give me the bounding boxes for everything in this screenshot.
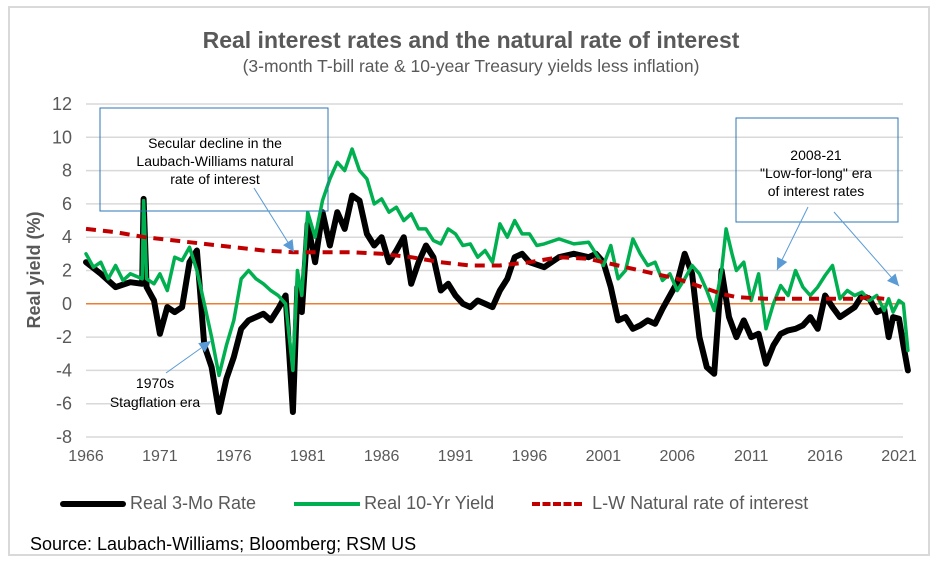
chart-frame [8, 6, 930, 556]
x-tick-label: 1991 [438, 448, 474, 465]
arrowhead-icon [283, 239, 294, 252]
annotation-text: Laubach-Williams natural [136, 153, 293, 169]
series-group [83, 147, 911, 415]
x-tick-label: 2006 [659, 448, 695, 465]
y-tick-label: 6 [62, 194, 72, 214]
series-line-real-10-yr-yield [84, 147, 910, 378]
x-tick-label: 1981 [290, 448, 326, 465]
legend-item-lw: L-W Natural rate of interest [532, 493, 808, 514]
y-tick-labels: -8 -6 -4 -2 0 2 4 6 8 10 12 [52, 94, 72, 447]
annotation-arrow [253, 187, 295, 253]
annotation-box-secular [99, 107, 329, 212]
y-tick-label: 10 [52, 127, 72, 147]
legend-swatch-green [294, 501, 361, 506]
y-tick-label: 12 [52, 94, 72, 114]
chart-subtitle: (3-month T-bill rate & 10-year Treasury … [242, 56, 700, 76]
legend-item-10yr: Real 10-Yr Yield [294, 493, 494, 514]
annotations: Secular decline in the Laubach-Williams n… [99, 107, 900, 410]
source-note: Source: Laubach-Williams; Bloomberg; RSM… [30, 534, 417, 554]
chart-title: Real interest rates and the natural rate… [202, 27, 740, 53]
annotation-arrow [833, 211, 900, 287]
y-tick-label: -2 [56, 327, 72, 347]
x-tick-label: 1966 [68, 448, 104, 465]
annotation-text: Stagflation era [110, 394, 200, 410]
x-tick-label: 1976 [216, 448, 252, 465]
x-tick-label: 2001 [586, 448, 622, 465]
annotation-text: rate of interest [170, 171, 260, 187]
y-tick-label: -8 [56, 427, 72, 447]
legend: Real 3-Mo Rate Real 10-Yr Yield L-W Natu… [60, 493, 846, 514]
arrowhead-icon [887, 273, 899, 286]
y-axis-title: Real yield (%) [24, 211, 44, 328]
series-line-real-3-mo-rate [83, 192, 911, 415]
series-line-l-w-natural-rate-of-interest [85, 226, 885, 301]
x-tick-label: 2016 [807, 448, 843, 465]
legend-swatch-black [60, 500, 126, 507]
y-tick-label: -4 [56, 360, 72, 380]
legend-label: Real 10-Yr Yield [364, 493, 495, 513]
legend-label: Real 3-Mo Rate [130, 493, 257, 513]
y-tick-label: 4 [62, 227, 72, 247]
x-tick-label: 1971 [142, 448, 178, 465]
arrowhead-icon [777, 257, 788, 270]
annotation-text: of interest rates [768, 183, 865, 199]
x-tick-labels: 1966 1971 1976 1981 1986 1991 1996 2001 2006 2011… [68, 448, 917, 465]
x-tick-label: 2021 [881, 448, 917, 465]
arrowhead-icon [198, 341, 211, 353]
annotation-text: 2008-21 [790, 147, 842, 163]
legend-item-3mo: Real 3-Mo Rate [60, 493, 256, 514]
y-tick-label: 8 [62, 161, 72, 181]
x-tick-label: 1986 [364, 448, 400, 465]
x-tick-label: 1996 [512, 448, 548, 465]
x-tick-label: 2011 [734, 448, 769, 465]
annotation-text: "Low-for-long" era [760, 165, 872, 181]
annotation-text: 1970s [136, 375, 174, 391]
y-tick-label: -6 [56, 394, 72, 414]
annotation-box-low-for-long [735, 117, 899, 223]
annotation-text: Secular decline in the [148, 135, 282, 151]
y-tick-label: 0 [62, 294, 72, 314]
legend-label: L-W Natural rate of interest [592, 493, 809, 513]
y-tick-label: 2 [62, 261, 72, 281]
legend-swatch-red-dashed [532, 501, 583, 506]
